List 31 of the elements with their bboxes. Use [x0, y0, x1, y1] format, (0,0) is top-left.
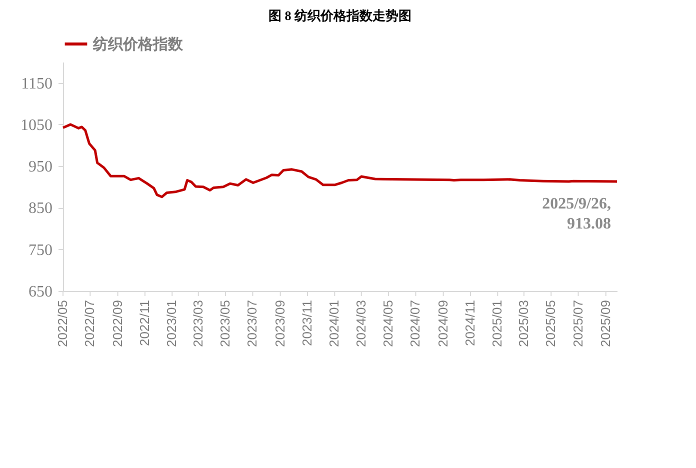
y-tick-label: 850 — [28, 200, 52, 218]
x-tick-label: 2024/03 — [353, 300, 368, 347]
x-tick-label: 2025/05 — [543, 300, 558, 347]
x-tick-label: 2024/09 — [435, 300, 450, 347]
y-tick-label: 950 — [28, 158, 52, 176]
x-tick-label: 2025/09 — [598, 300, 613, 347]
x-tick-label: 2024/05 — [380, 300, 396, 347]
x-tick-label: 2024/01 — [326, 300, 342, 347]
legend-label: 纺织价格指数 — [92, 35, 184, 53]
x-tick-label: 2025/03 — [516, 300, 531, 347]
x-tick-label: 2022/05 — [55, 300, 70, 347]
x-tick-label: 2025/07 — [570, 300, 586, 347]
x-tick-label: 2024/07 — [408, 300, 423, 347]
y-tick-label: 1150 — [21, 75, 52, 92]
annotation: 2025/9/26, 913.08 — [542, 195, 611, 232]
y-tick-label: 650 — [28, 284, 52, 300]
chart-title: 图 8 纺织价格指数走势图 — [268, 8, 412, 23]
x-tick-label: 2023/05 — [218, 300, 233, 347]
x-tick-label: 2023/01 — [164, 300, 180, 347]
x-tick-label: 2023/07 — [244, 300, 260, 347]
x-tick-label: 2023/09 — [272, 300, 288, 347]
x-tick-label: 2025/01 — [490, 300, 505, 347]
y-tick-label: 1050 — [20, 116, 52, 134]
y-tick-label: 750 — [28, 242, 52, 259]
x-tick-label: 2022/09 — [110, 300, 125, 347]
x-tick-label: 2022/11 — [136, 300, 152, 346]
x-tick-label: 2024/11 — [462, 300, 478, 346]
x-tick-label: 2023/11 — [299, 300, 314, 346]
line-series — [62, 123, 618, 198]
x-tick-label: 2023/03 — [190, 300, 206, 347]
x-tick-label: 2022/07 — [82, 300, 98, 347]
